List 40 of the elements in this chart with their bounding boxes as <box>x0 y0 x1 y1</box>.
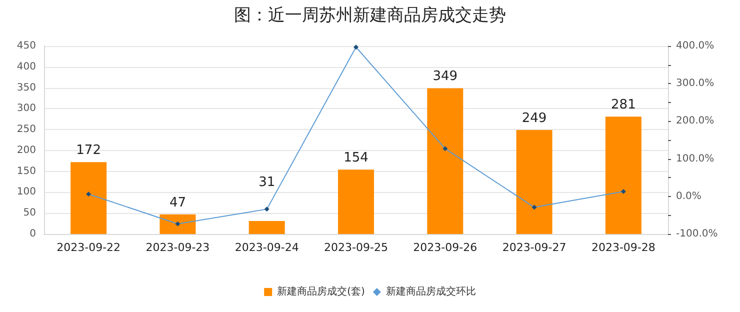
legend-label: 新建商品房成交(套) <box>277 286 365 298</box>
y-tick-label: 50 <box>23 208 36 219</box>
y-tick-label: 200 <box>16 144 36 156</box>
y-tick-label: 250 <box>16 124 36 136</box>
y2-tick-label: 0.0% <box>676 190 702 202</box>
x-tick-label: 2023-09-28 <box>591 241 656 254</box>
y2-tick-label: 400.0% <box>676 40 714 52</box>
data-label: 31 <box>258 175 276 190</box>
bar <box>338 170 374 234</box>
x-tick-label: 2023-09-26 <box>413 241 478 254</box>
legend-label: 新建商品房成交环比 <box>386 286 476 298</box>
y-tick-label: 150 <box>16 166 36 177</box>
data-label: 47 <box>169 195 186 210</box>
bar <box>516 130 552 234</box>
x-tick-label: 2023-09-25 <box>324 241 388 254</box>
data-label: 349 <box>432 69 458 84</box>
x-tick-label: 2023-09-23 <box>146 241 210 254</box>
y2-tick-label: 300.0% <box>676 78 714 90</box>
x-tick-label: 2023-09-24 <box>234 241 299 254</box>
bar <box>427 88 464 234</box>
y-tick-label: 450 <box>16 40 36 52</box>
y-tick-label: 100 <box>16 186 36 198</box>
y-tick-label: 400 <box>16 61 36 72</box>
bar <box>70 162 107 234</box>
y-tick-label: 0 <box>30 228 36 240</box>
data-label: 281 <box>611 98 636 113</box>
data-label: 154 <box>344 150 368 166</box>
bar <box>605 116 642 234</box>
data-label: 172 <box>76 143 101 158</box>
y2-tick-label: -100.0% <box>676 228 718 240</box>
x-tick-label: 2023-09-22 <box>56 241 121 254</box>
y2-tick-label: 100.0% <box>676 153 714 164</box>
y-tick-label: 300 <box>16 103 36 114</box>
chart-title: 图：近一周苏州新建商品房成交走势 <box>234 6 506 26</box>
x-tick-label: 2023-09-27 <box>502 241 566 254</box>
bar <box>160 214 196 234</box>
bar <box>248 221 285 234</box>
y-tick-label: 350 <box>16 82 36 94</box>
data-label: 249 <box>522 110 547 126</box>
y2-tick-label: 200.0% <box>676 116 714 127</box>
